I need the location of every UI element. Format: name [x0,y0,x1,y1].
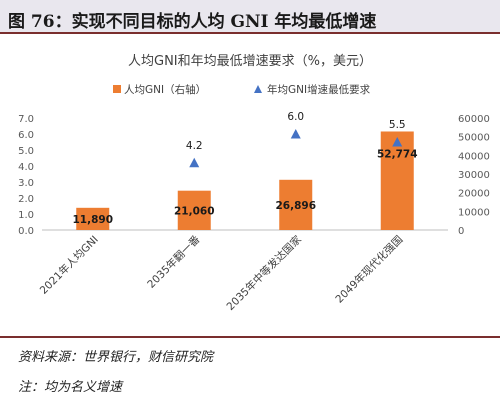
left-axis-tick-label: 3.0 [18,178,34,189]
legend-swatch-bar [113,85,121,93]
bar-value-label: 26,896 [275,200,316,212]
category-label: 2049年现代化强国 [333,233,406,306]
chart-area: 人均GNI和年均最低增速要求（%，美元） 人均GNI（右轴） 年均GNI增速最低要… [0,34,500,334]
figure-header: 图 76：实现不同目标的人均 GNI 年均最低增速 [0,0,500,34]
category-label: 2035年中等发达国家 [224,233,304,313]
legend-swatch-marker [254,85,262,93]
category-label: 2035年翻一番 [145,233,203,291]
category-labels: 2021年人均GNI 2035年翻一番 2035年中等发达国家 2049年现代化强国 [37,233,405,313]
right-axis-tick-label: 30000 [458,170,490,181]
bar [380,131,414,230]
axes: 0.0 1.0 2.0 3.0 4.0 5.0 6.0 7.0 0 10000 20000 30000… [18,114,490,237]
marker-value-label: 5.5 [389,119,406,131]
left-axis-tick-label: 0.0 [18,226,34,237]
right-axis-tick-label: 10000 [458,207,490,218]
bar-value-label: 11,890 [72,214,113,226]
marker-point [290,129,301,139]
right-axis-tick-label: 60000 [458,114,490,125]
category-label: 2021年人均GNI [37,233,101,297]
marker-point [189,157,200,168]
marker-value-label: 6.0 [287,111,304,123]
marker-series: 4.2 6.0 5.5 [186,111,406,168]
left-axis-tick-label: 7.0 [18,114,34,125]
legend-label-bar: 人均GNI（右轴） [124,83,206,96]
legend-label-marker: 年均GNI增速最低要求 [267,83,371,96]
bar [279,179,313,230]
left-axis-tick-label: 4.0 [18,162,34,173]
left-axis-tick-label: 6.0 [18,130,34,141]
remark-note: 注：均为名义增速 [18,380,123,395]
figure-title: 图 76：实现不同目标的人均 GNI 年均最低增速 [8,12,377,32]
right-axis-tick-label: 50000 [458,133,490,144]
combo-chart: 人均GNI和年均最低增速要求（%，美元） 人均GNI（右轴） 年均GNI增速最低要… [18,54,490,313]
right-axis-tick-label: 40000 [458,151,490,162]
left-axis-tick-label: 5.0 [18,146,34,157]
bar-value-label: 21,060 [174,205,215,217]
marker-value-label: 4.2 [186,140,203,152]
footer-divider [0,336,500,338]
source-note: 资料来源：世界银行，财信研究院 [18,350,214,365]
bar-value-label: 52,774 [377,148,418,160]
bar-series: 11,890 21,060 26,896 52,774 [72,131,418,230]
right-axis-tick-label: 0 [458,226,464,237]
bar [177,190,211,230]
chart-title: 人均GNI和年均最低增速要求（%，美元） [128,54,372,69]
left-axis-tick-label: 2.0 [18,194,34,205]
legend: 人均GNI（右轴） 年均GNI增速最低要求 [113,83,371,96]
marker-point [392,137,403,147]
bar [76,207,110,230]
right-axis-tick-label: 20000 [458,189,490,200]
left-axis-tick-label: 1.0 [18,210,34,221]
